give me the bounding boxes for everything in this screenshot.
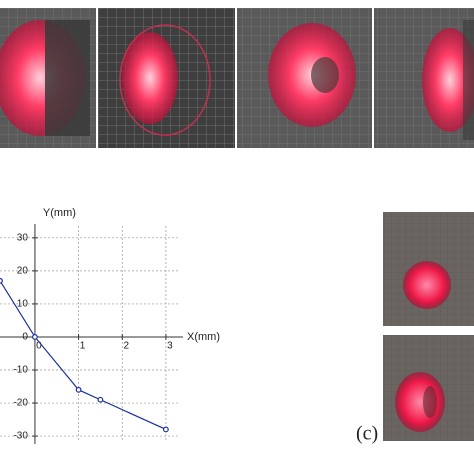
photo-strip: [0, 8, 474, 148]
y-tick-label: 10: [17, 299, 29, 310]
data-point: [163, 426, 169, 433]
y-tick-label: 20: [17, 266, 29, 277]
x-tick-label: 3: [167, 341, 173, 352]
x-tick-label: 1: [80, 341, 86, 352]
y-tick-label: 0: [22, 332, 28, 343]
x-axis-label: X(mm): [187, 331, 220, 343]
data-point: [0, 277, 3, 284]
y-tick-label: 30: [17, 232, 29, 243]
y-tick-label: -30: [13, 431, 28, 442]
y-tick-label: -10: [13, 365, 28, 376]
data-point: [75, 386, 82, 393]
y-axis-label: Y(mm): [43, 207, 76, 219]
x-tick-label: 2: [123, 341, 129, 352]
data-point: [32, 334, 38, 340]
y-tick-label: -20: [13, 398, 28, 409]
plot: 0 1 2 3 -30 -20 -10 0 10 20 30 Y(mm) X(mm): [0, 207, 220, 444]
side-photos: [383, 212, 474, 441]
x-tick-label: 0: [36, 341, 42, 352]
panel-label: (c): [356, 423, 378, 445]
data-point: [97, 396, 104, 403]
